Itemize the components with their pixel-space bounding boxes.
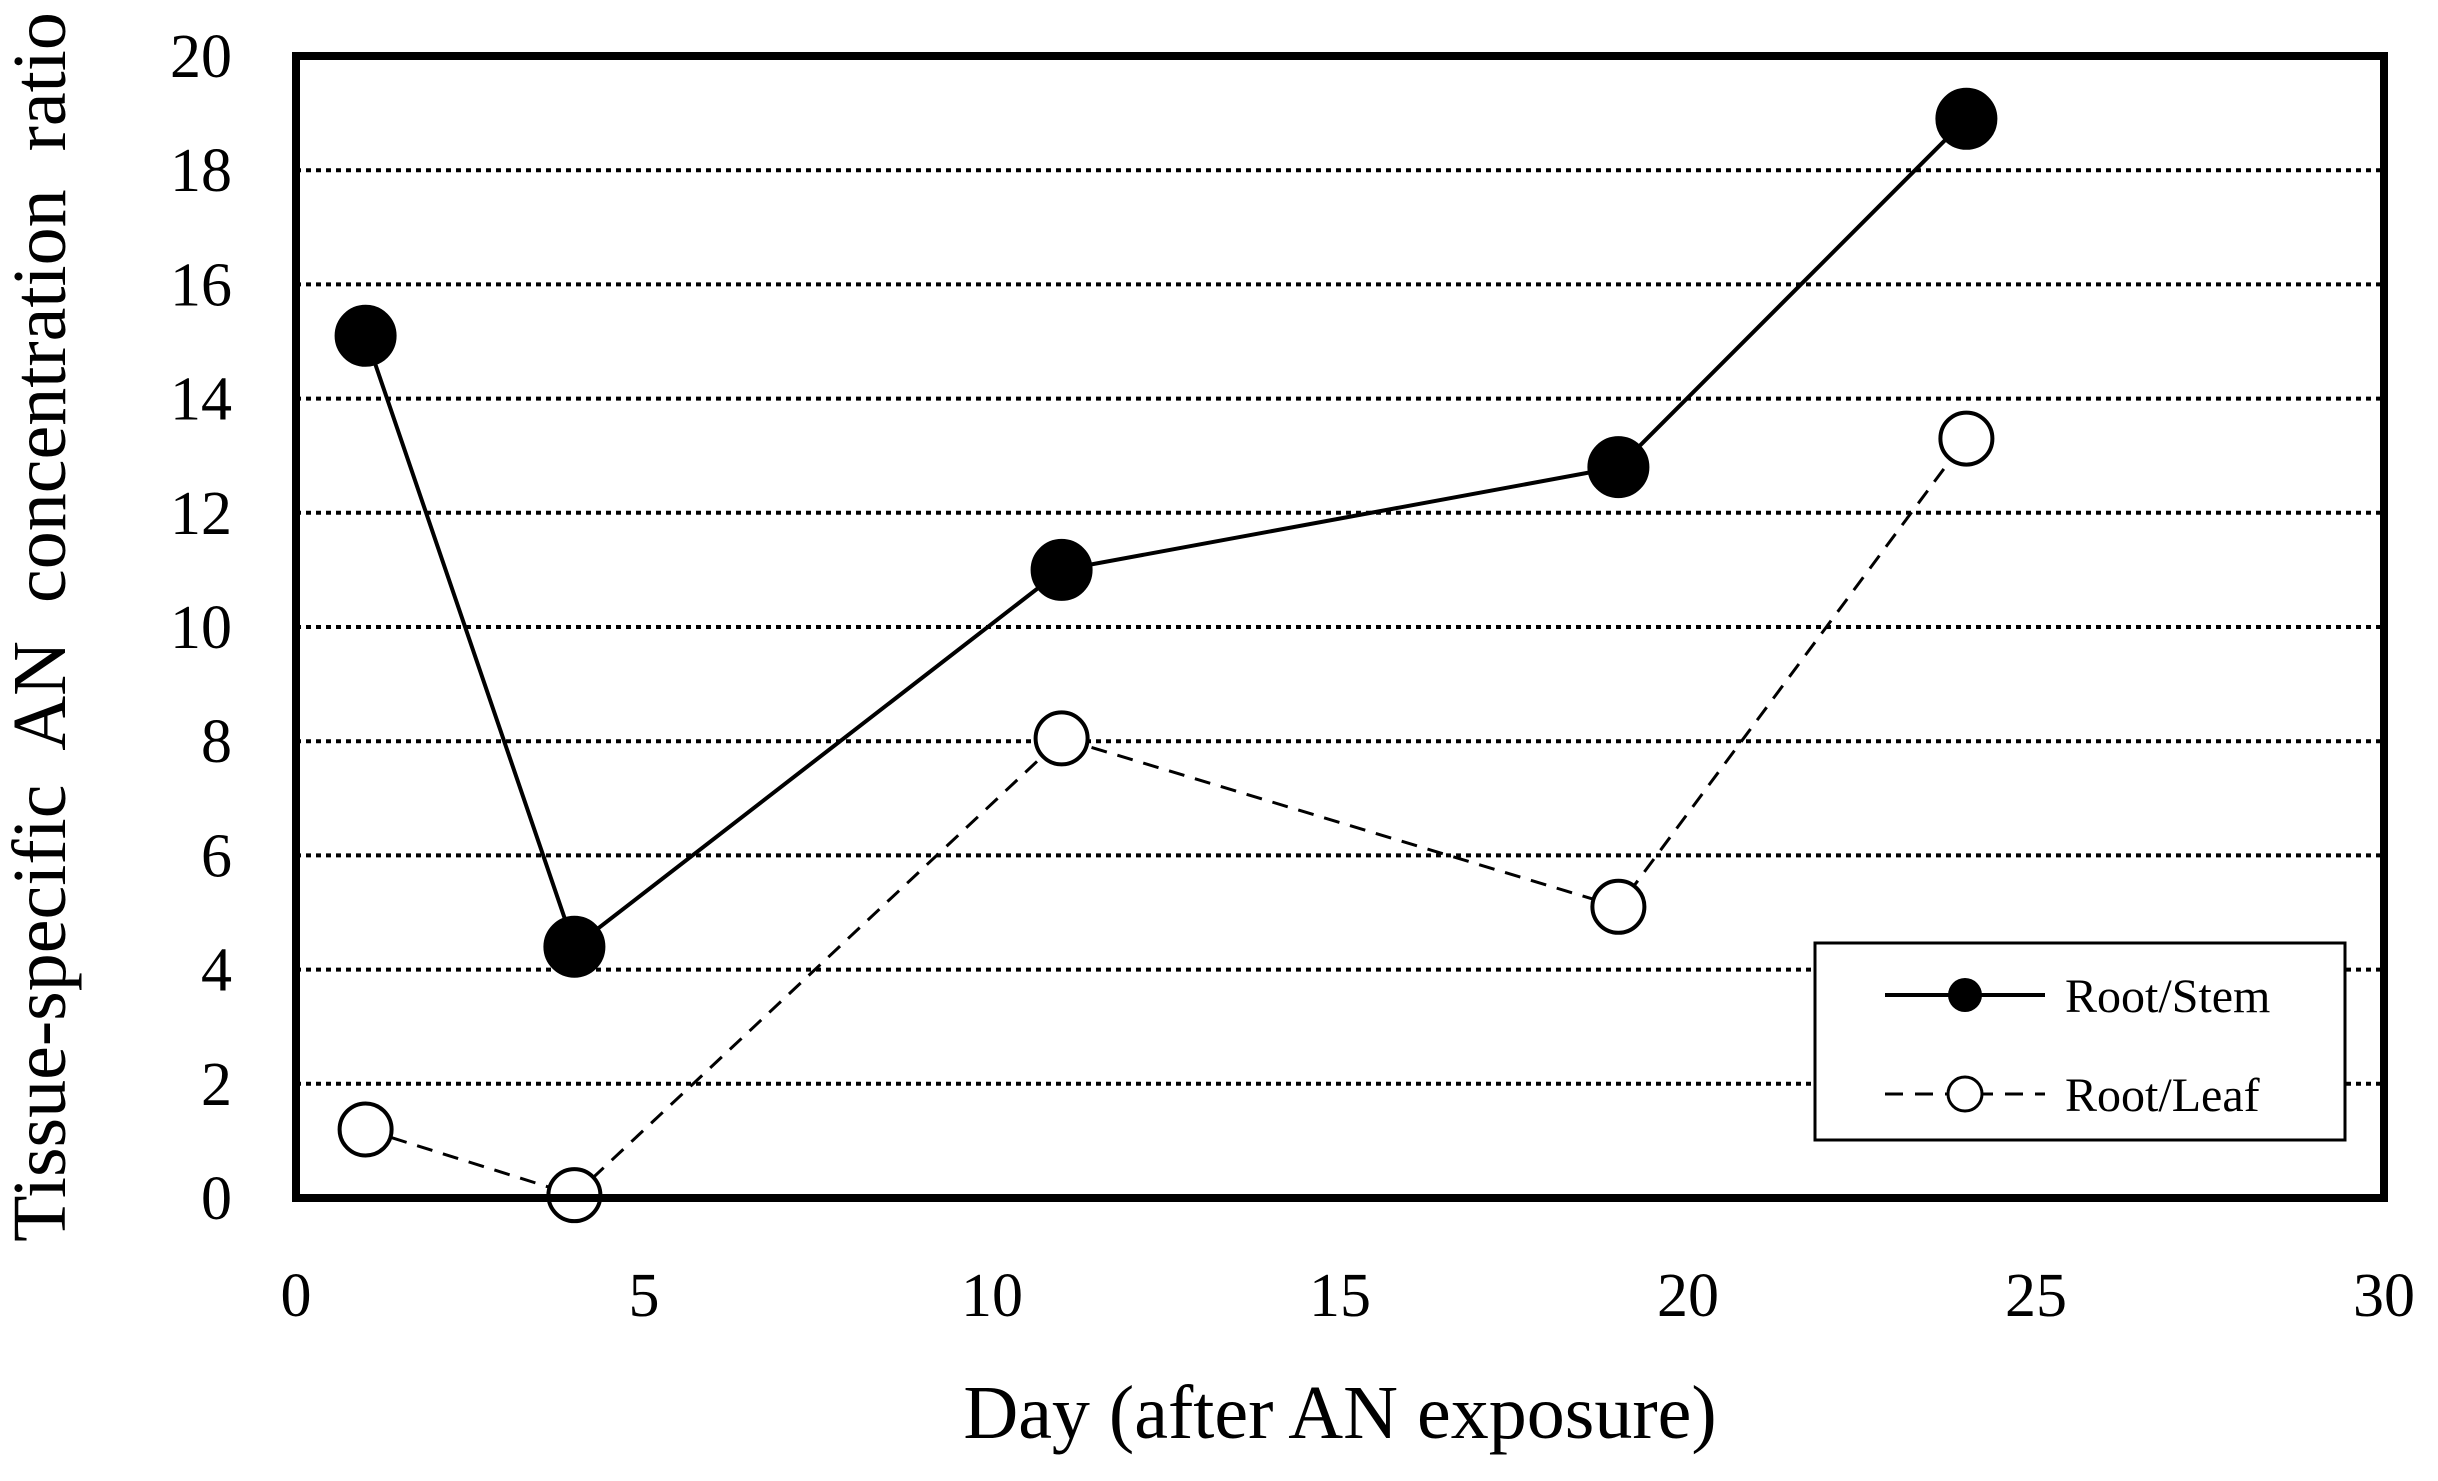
series-root-stem	[334, 87, 1998, 978]
legend-marker-root-stem	[1948, 978, 1982, 1012]
x-tick-label-0: 0	[281, 1262, 312, 1330]
x-axis-title: Day (after AN exposure)	[963, 1371, 1716, 1455]
tick-labels: 0 2 4 6 8 10 12 14 16 18 20 0 5 10 15 20 25 30	[170, 23, 2415, 1330]
data-point-root-stem-1	[543, 915, 606, 978]
plot-frame	[292, 52, 2388, 1202]
series-root-leaf	[337, 410, 1995, 1224]
y-axis-title: Tissue-specific AN concentration ratio	[0, 12, 82, 1242]
y-tick-label-2: 2	[201, 1051, 232, 1119]
x-tick-label-30: 30	[2353, 1262, 2415, 1330]
y-tick-label-8: 8	[201, 708, 232, 776]
data-point-root-stem-2	[1030, 538, 1093, 601]
x-tick-label-20: 20	[1657, 1262, 1719, 1330]
y-tick-label-14: 14	[170, 366, 232, 434]
y-tick-label-20: 20	[170, 23, 232, 91]
y-tick-label-18: 18	[170, 137, 232, 205]
y-tick-label-10: 10	[170, 594, 232, 662]
legend: Root/Stem Root/Leaf	[1813, 941, 2347, 1142]
legend-marker-root-leaf	[1946, 1075, 1984, 1113]
data-point-root-stem-3	[1587, 436, 1650, 499]
data-point-root-leaf-4	[1938, 410, 1995, 467]
x-tick-label-15: 15	[1309, 1262, 1371, 1330]
data-point-root-leaf-3	[1590, 878, 1647, 935]
y-tick-label-12: 12	[170, 480, 232, 548]
series-line-root-leaf	[365, 437, 1968, 1197]
data-point-root-stem-0	[334, 304, 397, 367]
y-tick-label-4: 4	[201, 937, 232, 1005]
data-point-root-leaf-0	[337, 1101, 394, 1158]
data-point-root-leaf-2	[1033, 710, 1090, 767]
x-tick-label-10: 10	[961, 1262, 1023, 1330]
x-tick-label-5: 5	[629, 1262, 660, 1330]
y-tick-label-6: 6	[201, 822, 232, 890]
series-line-root-stem	[363, 117, 1968, 951]
series-layer	[334, 87, 1998, 1224]
x-tick-label-25: 25	[2005, 1262, 2067, 1330]
y-tick-label-16: 16	[170, 251, 232, 319]
data-point-root-stem-4	[1935, 87, 1998, 150]
legend-label-root-stem: Root/Stem	[2065, 970, 2270, 1023]
legend-box	[1813, 941, 2347, 1142]
y-tick-label-0: 0	[201, 1165, 232, 1233]
legend-label-root-leaf: Root/Leaf	[2065, 1069, 2260, 1122]
